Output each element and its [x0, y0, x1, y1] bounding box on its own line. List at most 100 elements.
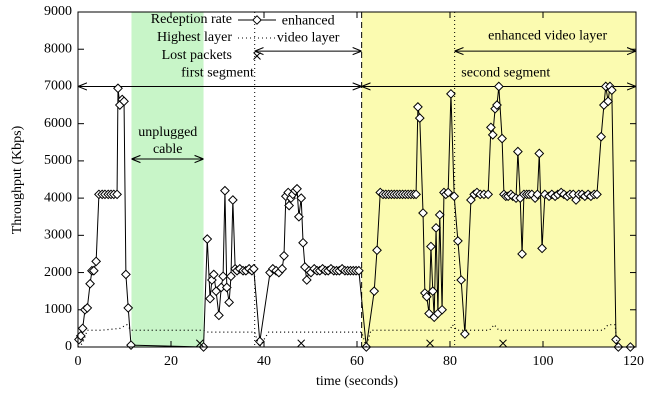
data-point — [369, 286, 380, 297]
x-tick-label: 20 — [164, 354, 178, 369]
data-point — [112, 189, 122, 200]
data-point — [220, 185, 230, 196]
data-point — [418, 208, 428, 218]
data-point — [120, 269, 131, 280]
data-point — [205, 293, 215, 304]
data-point — [517, 249, 527, 259]
data-point — [427, 286, 438, 297]
data-point — [459, 329, 470, 339]
data-point — [497, 133, 507, 144]
legend-marker — [252, 15, 262, 25]
data-point — [284, 200, 295, 211]
data-point — [301, 275, 312, 285]
data-point — [77, 323, 88, 334]
data-point — [227, 195, 238, 205]
x-tick-label: 100 — [533, 354, 554, 369]
data-point — [443, 187, 454, 198]
annotation: enhanced — [282, 14, 335, 29]
data-point — [218, 271, 228, 282]
annotation: unplugged — [138, 125, 197, 140]
data-point — [537, 243, 547, 254]
legend-label: Reception rate — [151, 12, 232, 27]
data-point — [207, 275, 217, 285]
y-tick-label: 1000 — [44, 302, 72, 317]
y-tick-label: 3000 — [44, 228, 72, 243]
data-point — [113, 83, 123, 94]
data-point — [492, 100, 502, 110]
plot: 0 1000 2000 3000 4000 5000 6000 7000 8000 9000 0 20… — [44, 4, 644, 369]
data-point — [277, 263, 288, 274]
legend-label: Lost packets — [162, 48, 232, 63]
data-point — [512, 146, 523, 157]
data-point — [421, 291, 432, 302]
data-point — [452, 236, 463, 246]
data-point — [279, 250, 289, 261]
y-tick-label: 9000 — [44, 4, 72, 19]
data-point — [596, 131, 607, 142]
data-point — [426, 339, 434, 348]
x-axis-label: time (seconds) — [316, 374, 398, 389]
legend-marker — [253, 52, 261, 60]
data-point — [414, 113, 425, 123]
data-point — [603, 96, 614, 107]
x-tick-label: 0 — [75, 354, 82, 369]
data-point — [123, 303, 134, 313]
data-point — [126, 340, 136, 351]
y-axis-label: Throughput (Kbps) — [10, 125, 25, 234]
data-point — [606, 85, 617, 96]
legend-label: Highest layer — [157, 30, 232, 45]
data-point — [446, 88, 456, 99]
data-point — [224, 297, 235, 308]
annotation: second segment — [461, 66, 550, 81]
data-point — [456, 275, 467, 285]
data-point — [353, 265, 364, 276]
data-point — [372, 245, 382, 256]
data-point — [499, 339, 507, 348]
x-tick-label: 60 — [350, 354, 364, 369]
data-point — [254, 336, 265, 347]
y-tick-label: 2000 — [44, 265, 72, 280]
y-tick-label: 4000 — [44, 190, 72, 205]
y-tick-label: 8000 — [44, 41, 72, 56]
data-point — [82, 303, 93, 313]
y-tick-label: 7000 — [44, 79, 72, 94]
x-tick-label: 120 — [623, 354, 644, 369]
annotation: first segment — [181, 66, 254, 81]
data-point — [411, 189, 421, 200]
data-point — [592, 189, 602, 200]
data-point — [297, 339, 306, 348]
data-point — [296, 193, 307, 204]
data-point — [413, 102, 423, 112]
data-point — [202, 234, 213, 244]
data-point — [487, 129, 498, 140]
y-tick-label: 0 — [65, 339, 72, 354]
data-point — [293, 211, 304, 222]
regions — [131, 12, 636, 347]
x-tick-label: 40 — [257, 354, 271, 369]
data-point — [88, 265, 99, 276]
shaded-region — [361, 12, 636, 347]
data-point — [195, 339, 204, 348]
data-point — [91, 256, 102, 267]
data-point — [85, 278, 95, 289]
data-point — [449, 191, 460, 202]
data-point — [119, 96, 129, 107]
data-point — [431, 222, 441, 233]
data-point — [226, 271, 236, 282]
data-point — [298, 237, 308, 248]
annotation: enhanced video layer — [488, 28, 607, 43]
data-point — [213, 310, 224, 321]
x-tick-label: 80 — [443, 354, 457, 369]
y-tick-label: 6000 — [44, 116, 72, 131]
data-point — [208, 269, 219, 280]
data-point — [611, 334, 621, 345]
data-point — [534, 148, 545, 159]
data-point — [434, 209, 445, 220]
data-point — [426, 241, 436, 252]
data-point — [292, 183, 302, 194]
data-point — [483, 189, 494, 200]
plot-frame — [77, 11, 637, 348]
data-point — [221, 282, 232, 293]
